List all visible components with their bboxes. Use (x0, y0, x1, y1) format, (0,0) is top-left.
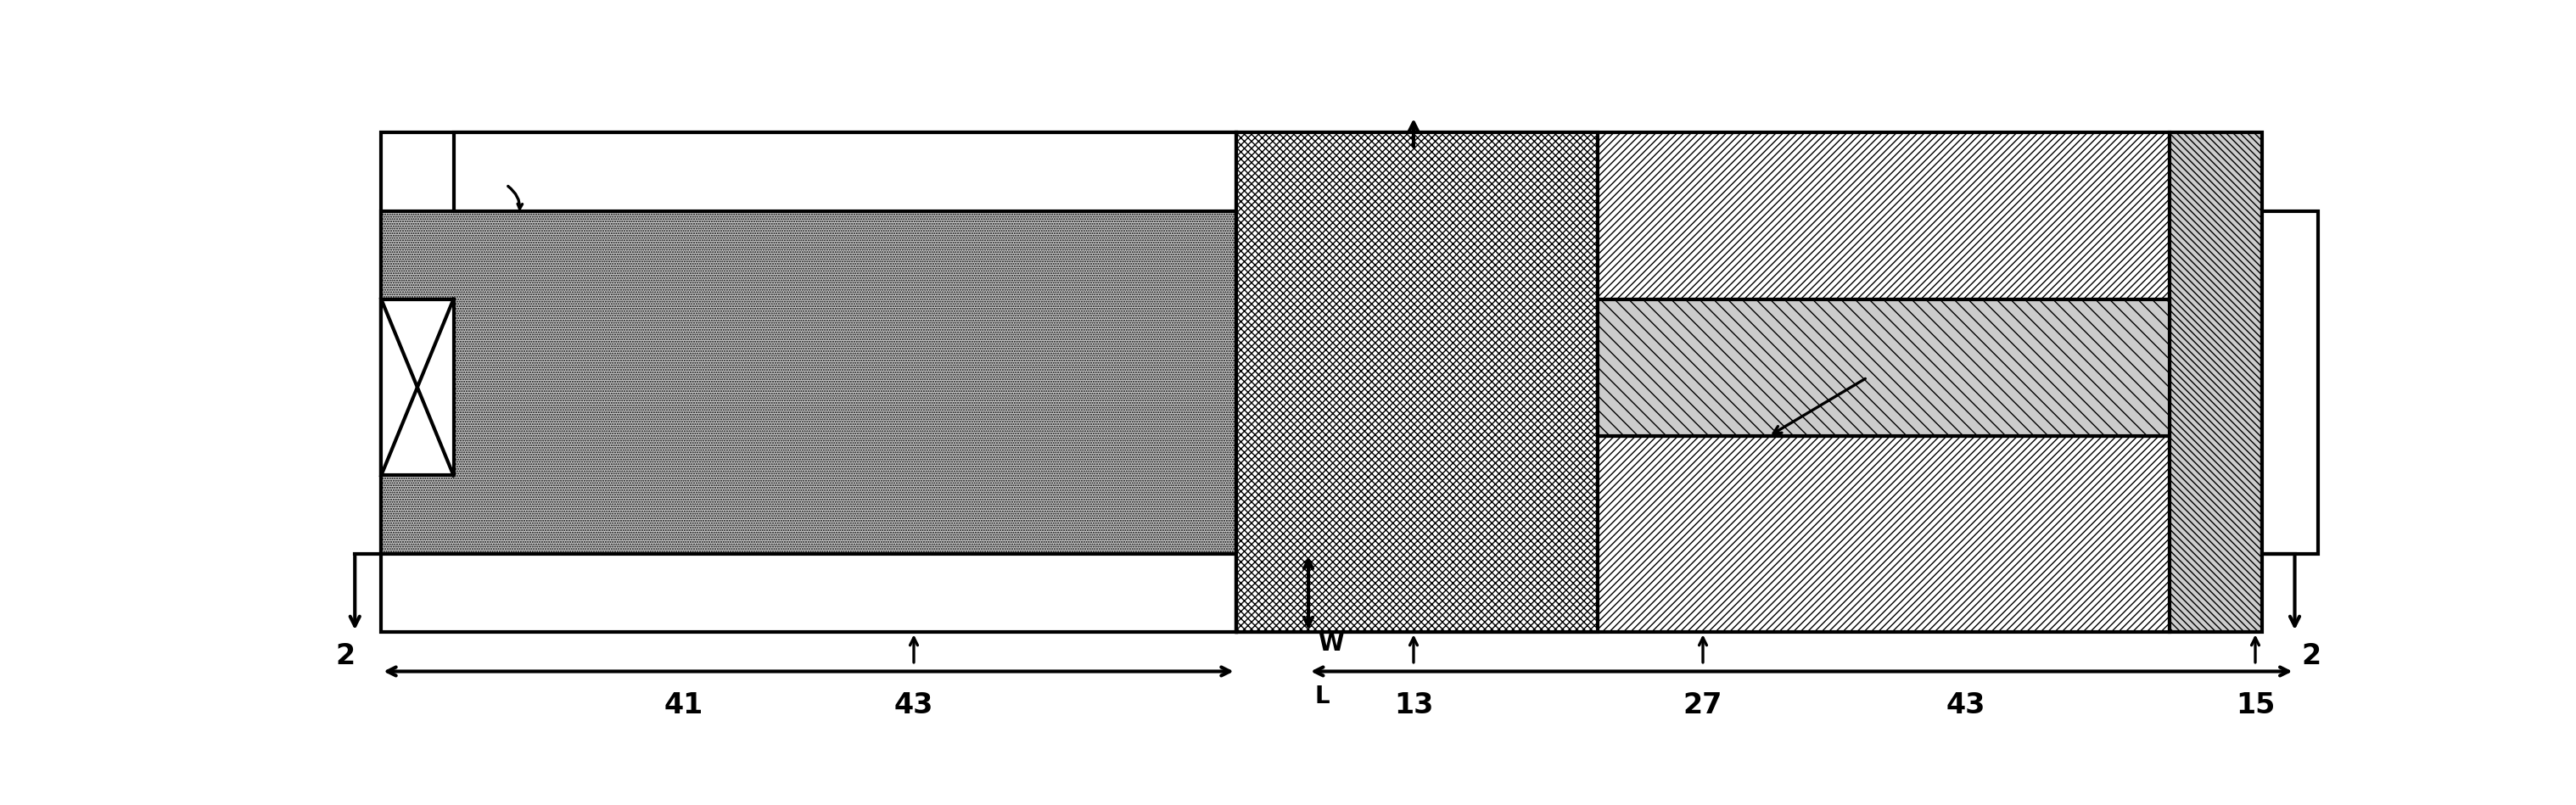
Text: 43: 43 (1947, 691, 1986, 719)
Bar (1236, 133, 1597, 632)
Text: 11: 11 (1247, 606, 1285, 634)
Bar (381, 211, 1236, 554)
Bar (2262, 211, 2318, 554)
Bar (381, 133, 1236, 632)
Bar (1597, 299, 2169, 436)
Text: 43: 43 (894, 691, 933, 719)
Text: 13: 13 (1394, 691, 1432, 719)
Text: 15: 15 (2236, 691, 2275, 719)
Bar (381, 299, 453, 476)
Text: 2: 2 (2300, 642, 2321, 670)
Text: 27: 27 (1682, 691, 1723, 719)
Text: L: L (1314, 684, 1329, 708)
Bar (453, 133, 1236, 211)
Text: 41: 41 (665, 691, 703, 719)
Text: 31: 31 (1880, 353, 1919, 382)
Bar (2169, 133, 2262, 632)
Bar (1236, 133, 2169, 299)
Text: 2: 2 (335, 642, 355, 670)
Text: 45: 45 (477, 175, 515, 203)
Bar (1236, 436, 2169, 632)
Text: W: W (1319, 632, 1345, 656)
